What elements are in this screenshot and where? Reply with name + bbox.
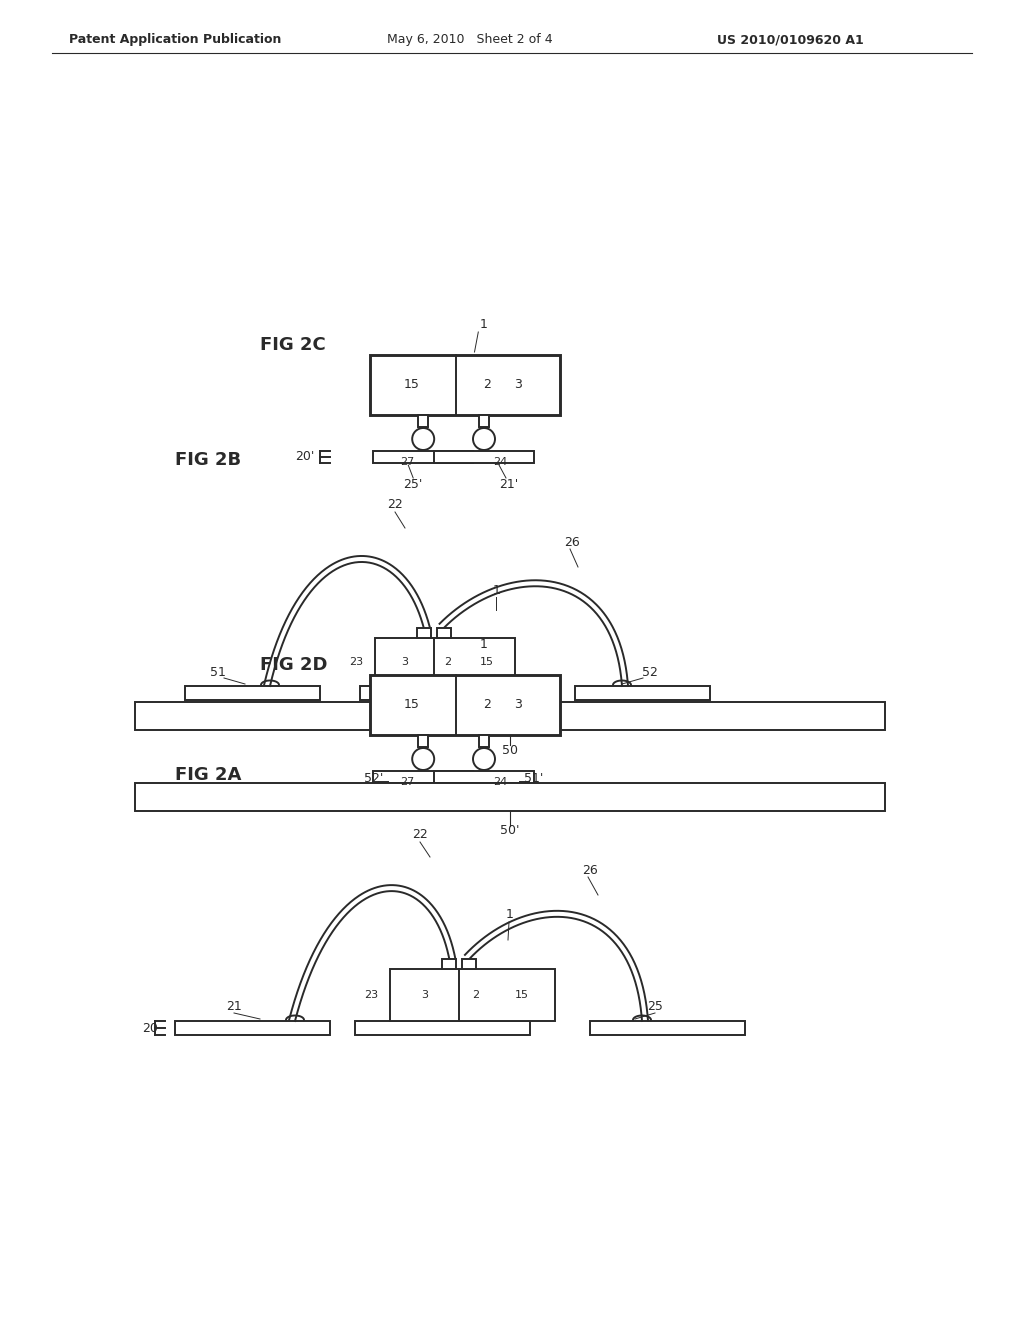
Text: 24: 24: [493, 777, 507, 787]
Bar: [135, 702, 885, 730]
Text: 1: 1: [480, 639, 488, 652]
Bar: [373, 771, 473, 783]
Text: 52: 52: [642, 665, 658, 678]
Bar: [590, 1020, 745, 1035]
Text: FIG 2C: FIG 2C: [260, 337, 326, 354]
Text: 15: 15: [403, 379, 420, 392]
Bar: [373, 451, 473, 463]
Text: 1: 1: [494, 583, 501, 597]
Text: 2: 2: [483, 379, 490, 392]
Bar: [135, 783, 885, 810]
Bar: [479, 735, 489, 747]
Text: May 6, 2010   Sheet 2 of 4: May 6, 2010 Sheet 2 of 4: [387, 33, 553, 46]
Bar: [462, 960, 476, 969]
Text: 3: 3: [514, 698, 522, 711]
Bar: [437, 628, 451, 638]
Text: 22: 22: [412, 829, 428, 842]
Text: 26: 26: [582, 863, 598, 876]
Bar: [355, 1020, 530, 1035]
Bar: [434, 451, 534, 463]
Text: 15: 15: [403, 698, 420, 711]
Text: 1: 1: [480, 318, 488, 331]
Text: Patent Application Publication: Patent Application Publication: [69, 33, 282, 46]
Bar: [370, 675, 560, 735]
Text: 15: 15: [515, 990, 529, 1001]
Text: 52': 52': [364, 771, 383, 784]
Text: 2: 2: [472, 990, 479, 1001]
Text: 3: 3: [514, 379, 522, 392]
Bar: [360, 686, 525, 700]
Text: FIG 2B: FIG 2B: [175, 451, 241, 469]
Text: 15: 15: [480, 657, 494, 667]
Text: 2: 2: [444, 657, 452, 667]
Text: 2: 2: [483, 698, 490, 711]
Text: 25: 25: [647, 1001, 663, 1014]
Text: 23: 23: [349, 657, 362, 667]
Bar: [479, 414, 489, 426]
Text: 25': 25': [403, 479, 423, 491]
Bar: [375, 638, 515, 686]
Text: 21': 21': [500, 479, 518, 491]
Text: 23: 23: [364, 990, 378, 1001]
Bar: [418, 414, 428, 426]
Text: 50': 50': [501, 825, 520, 837]
Bar: [175, 1020, 330, 1035]
Text: 51: 51: [210, 665, 226, 678]
Text: 21: 21: [226, 1001, 242, 1014]
Text: 3: 3: [401, 657, 408, 667]
Text: 26: 26: [564, 536, 580, 549]
Bar: [417, 628, 431, 638]
Text: 27: 27: [400, 777, 415, 787]
Text: FIG 2D: FIG 2D: [260, 656, 328, 675]
Text: FIG 2A: FIG 2A: [175, 766, 242, 784]
Bar: [575, 686, 710, 700]
Text: 27: 27: [400, 457, 415, 467]
Text: 22: 22: [387, 499, 402, 511]
Text: 3: 3: [421, 990, 428, 1001]
Text: 1: 1: [506, 908, 514, 921]
Text: 20: 20: [142, 1022, 158, 1035]
Bar: [434, 771, 534, 783]
Bar: [442, 960, 457, 969]
Text: 24: 24: [493, 457, 507, 467]
Bar: [185, 686, 319, 700]
Text: US 2010/0109620 A1: US 2010/0109620 A1: [717, 33, 863, 46]
Bar: [370, 355, 560, 414]
Bar: [390, 969, 555, 1020]
Text: 51': 51': [524, 771, 544, 784]
Text: 20': 20': [296, 450, 315, 463]
Text: 50: 50: [502, 743, 518, 756]
Bar: [418, 735, 428, 747]
